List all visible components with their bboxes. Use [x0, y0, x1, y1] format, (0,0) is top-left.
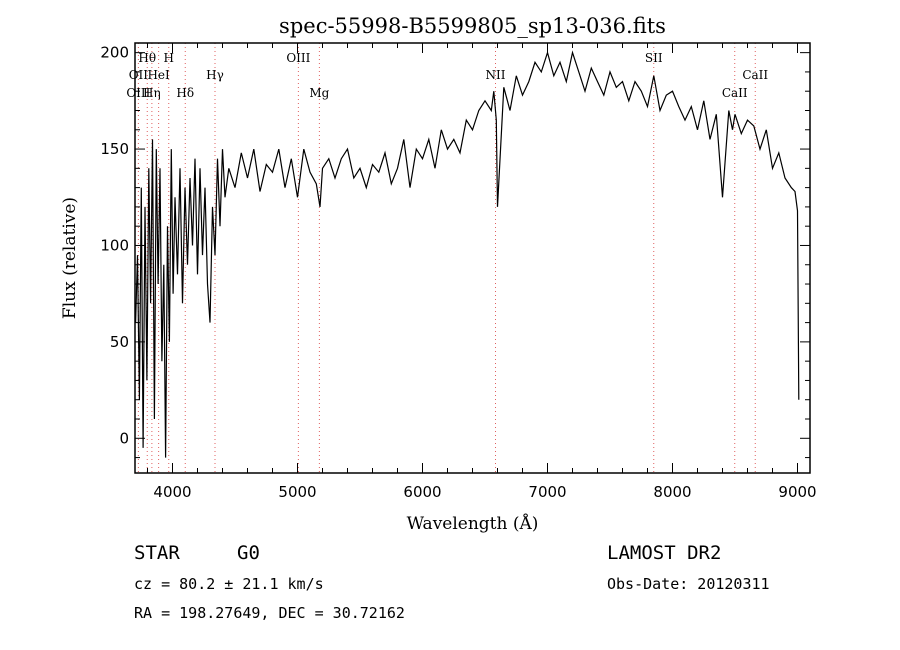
emission-line-label: HeI — [147, 68, 170, 82]
x-axis-ticks: 4000 5000 6000 7000 8000 9000 — [147, 43, 817, 501]
emission-line-label: OIII — [126, 86, 150, 100]
emission-line-label: Hη — [143, 86, 161, 100]
emission-line-markers — [137, 43, 756, 473]
redshift-velocity: cz = 80.2 ± 21.1 km/s — [134, 575, 324, 593]
y-tick-label: 200 — [100, 44, 129, 62]
object-class: STAR — [134, 542, 180, 564]
emission-line-label: NII — [486, 68, 506, 82]
x-tick-label: 5000 — [278, 483, 316, 501]
x-axis-label: Wavelength (Å) — [407, 513, 539, 534]
x-tick-label: 4000 — [153, 483, 191, 501]
spectral-subclass: G0 — [237, 542, 260, 564]
emission-line-label: Hθ — [138, 51, 156, 65]
emission-line-label: Hγ — [206, 68, 224, 82]
y-tick-label: 0 — [119, 429, 129, 447]
emission-line-label: CaII — [722, 86, 748, 100]
spectrum-line — [135, 50, 800, 458]
plot-frame — [134, 42, 811, 474]
emission-line-label: SII — [645, 51, 663, 65]
survey-name: LAMOST DR2 — [607, 542, 722, 564]
emission-line-label: Mg — [309, 86, 329, 100]
y-tick-label: 50 — [110, 333, 129, 351]
y-tick-label: 150 — [100, 140, 129, 158]
sky-coordinates: RA = 198.27649, DEC = 30.72162 — [134, 604, 405, 622]
x-tick-label: 7000 — [528, 483, 566, 501]
y-axis-label: Flux (relative) — [60, 197, 80, 319]
observation-date: Obs-Date: 20120311 — [607, 575, 770, 593]
y-axis-ticks: 0 50 100 150 200 — [100, 44, 810, 459]
emission-line-label: OIII — [286, 51, 310, 65]
emission-line-label: CaII — [742, 68, 768, 82]
x-tick-label: 8000 — [653, 483, 691, 501]
emission-line-label: H — [164, 51, 174, 65]
x-tick-label: 6000 — [403, 483, 441, 501]
emission-line-label: Hδ — [176, 86, 194, 100]
chart-title: spec-55998-B5599805_sp13-036.fits — [279, 14, 666, 38]
x-tick-label: 9000 — [778, 483, 816, 501]
y-tick-label: 100 — [100, 236, 129, 254]
emission-line-label: OII — [129, 68, 149, 82]
